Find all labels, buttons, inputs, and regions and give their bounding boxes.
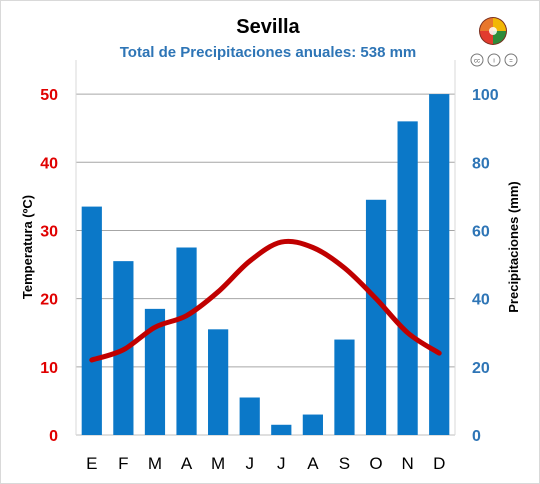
x-tick-label: N: [401, 454, 413, 473]
precipitation-bar: [365, 199, 387, 435]
right-axis-label: Precipitaciones (mm): [506, 181, 521, 313]
logo-piece-green: [493, 31, 506, 44]
x-tick-label: S: [339, 454, 350, 473]
precipitation-bars: [81, 94, 450, 435]
nd-label: =: [509, 59, 513, 65]
x-tick-label: O: [369, 454, 382, 473]
precipitation-bar: [429, 94, 450, 435]
logo-badge: [479, 17, 507, 45]
by-label: i: [493, 59, 494, 65]
precipitation-bar: [334, 339, 355, 435]
logo-piece-orange: [480, 18, 493, 31]
x-tick-label: M: [148, 454, 162, 473]
logo-piece-yellow: [493, 18, 506, 31]
x-tick-label: J: [245, 454, 254, 473]
x-tick-label: E: [86, 454, 97, 473]
chart-subtitle: Total de Precipitaciones anuales: 538 mm: [120, 44, 417, 61]
right-tick-label: 80: [472, 155, 490, 172]
nd-icon: [504, 53, 518, 67]
left-tick-label: 0: [49, 428, 58, 445]
precipitation-bar: [302, 414, 323, 435]
precipitation-bar: [144, 308, 166, 435]
left-tick-label: 40: [40, 155, 58, 172]
precipitation-bar: [271, 424, 292, 435]
left-tick-label: 30: [40, 223, 58, 240]
chart-title: Sevilla: [236, 16, 300, 38]
x-tick-label: J: [277, 454, 286, 473]
left-axis-ticks: 0 10 20 30 40 50: [40, 87, 58, 445]
x-tick-label: A: [307, 454, 319, 473]
logo-piece-red: [480, 31, 493, 44]
right-tick-label: 40: [472, 292, 490, 309]
left-tick-label: 50: [40, 87, 58, 104]
gridlines: [76, 93, 455, 436]
precipitation-bar: [176, 247, 197, 435]
right-tick-label: 20: [472, 360, 490, 377]
x-tick-label: M: [211, 454, 225, 473]
right-axis-ticks: 0 20 40 60 80 100: [472, 87, 499, 445]
precipitation-bar: [239, 397, 260, 435]
logo-center: [489, 27, 497, 35]
x-tick-label: A: [181, 454, 193, 473]
right-tick-label: 60: [472, 223, 490, 240]
left-tick-label: 20: [40, 292, 58, 309]
left-axis-label: Temperatura (ºC): [20, 195, 35, 299]
by-icon: [487, 53, 501, 67]
x-tick-label: F: [118, 454, 128, 473]
temperature-line-group: [89, 238, 442, 363]
precipitation-bar: [397, 121, 418, 435]
left-tick-label: 10: [40, 360, 58, 377]
x-tick-label: D: [433, 454, 445, 473]
license-badges: cc i =: [470, 53, 518, 67]
cc-label: cc: [474, 59, 480, 65]
right-tick-label: 100: [472, 87, 499, 104]
right-tick-label: 0: [472, 428, 481, 445]
precipitation-bar: [208, 329, 229, 435]
precipitation-bar: [81, 206, 102, 435]
cc-icon: [470, 53, 484, 67]
temperature-line: [89, 238, 442, 363]
